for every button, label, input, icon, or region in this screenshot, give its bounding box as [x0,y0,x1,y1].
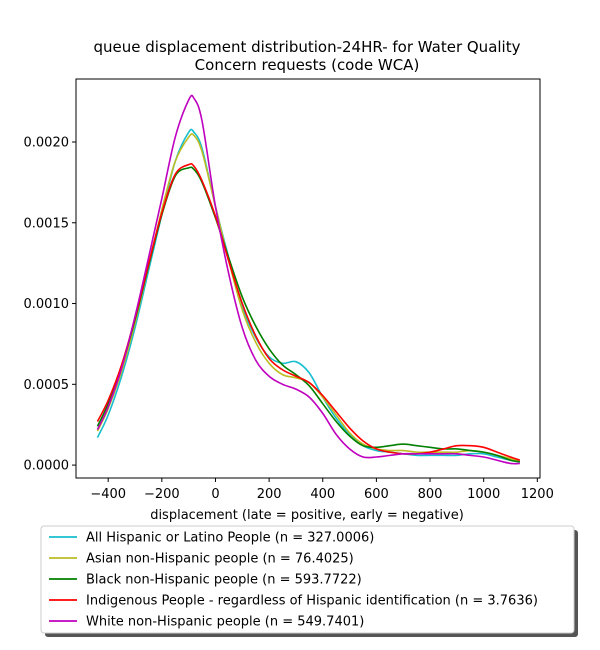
y-tick-label: 0.0020 [24,136,70,151]
legend-label: Asian non-Hispanic people (n = 76.4025) [86,552,354,567]
series-line-4 [96,163,521,461]
x-axis-ticks: −400 −200 0 200 400 600 800 1000 1200 [90,478,554,502]
chart-title-line-2: Concern requests (code WCA) [195,56,420,74]
chart-title-line-1: queue displacement distribution-24HR- fo… [94,38,521,56]
legend-label: White non-Hispanic people (n = 549.7401) [86,615,364,630]
plot-lines [96,94,521,465]
plot-area-frame [75,78,541,479]
series-line-1 [96,128,521,463]
x-tick-label: 0 [211,487,219,502]
y-tick-label: 0.0005 [24,378,70,393]
x-tick-label: −400 [90,487,126,502]
legend-entries: All Hispanic or Latino People (n = 327.0… [49,531,538,630]
legend-label: Black non-Hispanic people (n = 593.7722) [86,573,362,588]
x-tick-label: 1200 [521,487,554,502]
legend-label: Indigenous People - regardless of Hispan… [86,594,538,609]
x-tick-label: 1000 [467,487,500,502]
y-axis-ticks: 0.0000 0.0005 0.0010 0.0015 0.0020 [24,136,76,474]
y-tick-label: 0.0015 [24,216,70,231]
x-tick-label: 800 [418,487,443,502]
y-tick-label: 0.0010 [24,297,70,312]
x-tick-label: 200 [257,487,282,502]
series-line-5 [96,94,520,465]
legend-label: All Hispanic or Latino People (n = 327.0… [86,531,374,546]
x-tick-label: 400 [310,487,335,502]
x-tick-label: −200 [144,487,180,502]
legend-box [40,525,575,634]
series-line-2 [96,133,521,463]
x-tick-label: 600 [364,487,389,502]
legend: All Hispanic or Latino People (n = 327.0… [40,525,578,637]
x-axis-label: displacement (late = positive, early = n… [150,508,464,523]
y-tick-label: 0.0000 [24,459,70,474]
